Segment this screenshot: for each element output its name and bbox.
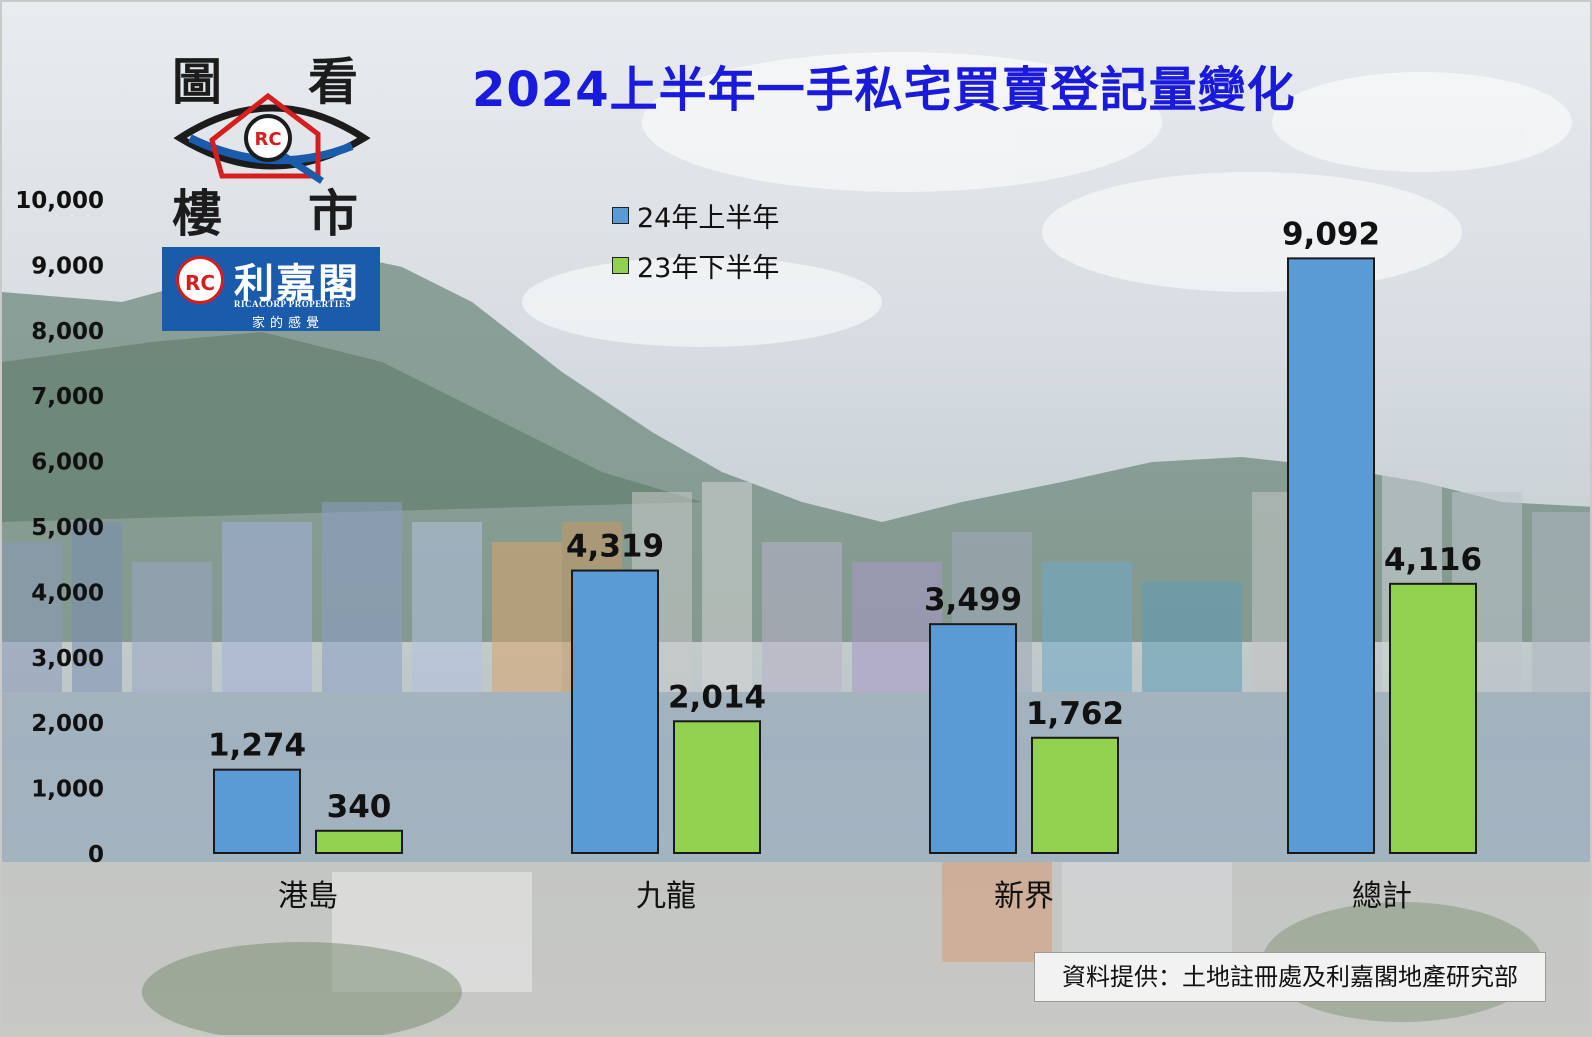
data-label: 2,014 [668,679,766,715]
legend-swatch-green [612,256,629,274]
logo-char-tl: 圖 [172,52,222,111]
bar-h2-2023 [1031,736,1119,854]
y-tick-label: 1,000 [31,777,104,803]
y-tick-label: 9,000 [31,253,104,279]
y-tick-label: 2,000 [31,711,104,737]
bar-h2-2023 [1389,582,1477,854]
logo: 圖 看 RC 樓 市 RC 利嘉閣 RICACORP PROPERTIES 家的… [162,42,382,332]
data-label: 340 [327,789,392,825]
y-tick-label: 8,000 [31,319,104,345]
brand-name-cn: 利嘉閣 [234,260,360,307]
y-tick-label: 7,000 [31,384,104,410]
data-label: 1,762 [1026,696,1124,732]
bar-h2-2023 [315,829,403,854]
brand-name-en: RICACORP PROPERTIES [234,299,351,309]
eye-house-icon: RC [173,92,371,184]
ricacorp-logo: RC 利嘉閣 RICACORP PROPERTIES 家的感覺 [162,247,380,331]
y-tick-label: 4,000 [31,580,104,606]
x-category-label: 新界 [994,879,1054,914]
badge-rc-text: RC [254,129,281,150]
y-tick-label: 0 [88,842,104,868]
legend-item-h2-2023: 23年下半年 [612,240,779,290]
legend: 24年上半年 23年下半年 [612,190,779,290]
x-category-label: 總計 [1352,879,1412,914]
logo-char-tr: 看 [308,52,358,111]
rc-emblem: RC [176,256,224,304]
bar-h1-2024 [1287,257,1375,855]
bar-h1-2024 [571,569,659,854]
y-tick-label: 5,000 [31,515,104,541]
logo-char-bl: 樓 [172,184,222,243]
y-tick-label: 10,000 [15,188,104,214]
chart-title: 2024上半年一手私宅買賣登記量變化 [472,62,1296,118]
legend-swatch-blue [612,206,629,224]
data-label: 1,274 [208,728,306,764]
y-tick-label: 6,000 [31,450,104,476]
data-label: 4,319 [566,529,664,565]
x-category-label: 九龍 [636,879,696,914]
bar-h1-2024 [213,768,301,855]
legend-item-h1-2024: 24年上半年 [612,190,779,240]
source-note: 資料提供：土地註冊處及利嘉閣地產研究部 [1034,952,1546,1002]
brand-tagline: 家的感覺 [252,316,325,331]
legend-label: 24年上半年 [637,202,780,234]
bar-h1-2024 [929,623,1017,854]
data-label: 9,092 [1282,216,1380,252]
x-category-label: 港島 [278,879,338,914]
bar-h2-2023 [673,720,761,855]
y-tick-label: 3,000 [31,646,104,672]
logo-char-br: 市 [308,184,358,243]
data-label: 4,116 [1384,542,1482,578]
data-label: 3,499 [924,582,1022,618]
legend-label: 23年下半年 [637,252,780,284]
